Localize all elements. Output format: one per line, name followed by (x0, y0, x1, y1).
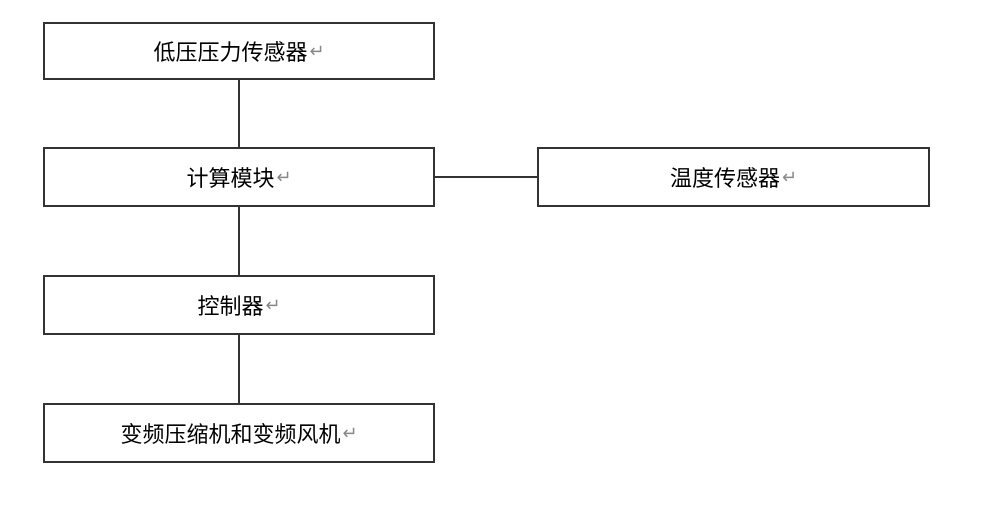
return-symbol-icon: ↵ (265, 295, 280, 316)
node-controller: 控制器 ↵ (43, 275, 435, 335)
return-symbol-icon: ↵ (342, 423, 357, 444)
node-label: 低压压力传感器 (153, 35, 307, 67)
node-label: 控制器 (197, 289, 263, 321)
edge-n1-n2 (238, 80, 240, 147)
node-label: 计算模块 (186, 161, 274, 193)
flowchart-diagram: 低压压力传感器 ↵ 计算模块 ↵ 温度传感器 ↵ 控制器 ↵ 变频压缩机和变频风… (0, 0, 1000, 519)
edge-n2-n3 (435, 176, 537, 178)
return-symbol-icon: ↵ (276, 167, 291, 188)
node-temperature-sensor: 温度传感器 ↵ (537, 147, 930, 207)
node-low-pressure-sensor: 低压压力传感器 ↵ (43, 22, 435, 80)
return-symbol-icon: ↵ (782, 167, 797, 188)
edge-n4-n5 (238, 335, 240, 403)
node-compressor-fan: 变频压缩机和变频风机 ↵ (43, 403, 435, 463)
edge-n2-n4 (238, 207, 240, 275)
node-label: 温度传感器 (670, 161, 780, 193)
return-symbol-icon: ↵ (309, 41, 324, 62)
node-label: 变频压缩机和变频风机 (120, 417, 340, 449)
node-calculation-module: 计算模块 ↵ (43, 147, 435, 207)
